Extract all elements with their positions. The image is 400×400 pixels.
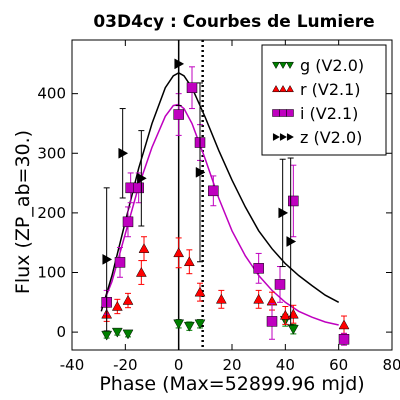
data-point-triangle-up bbox=[173, 247, 185, 258]
chart-title: 03D4cy : Courbes de Lumiere bbox=[93, 12, 374, 32]
data-point-triangle-down bbox=[173, 319, 185, 330]
legend-marker bbox=[272, 133, 281, 141]
legend-marker bbox=[272, 84, 280, 93]
legend-marker bbox=[286, 109, 294, 117]
data-point-triangle-up bbox=[122, 295, 134, 305]
legend-marker bbox=[286, 133, 295, 141]
legend-marker bbox=[279, 109, 287, 117]
data-point-square bbox=[266, 316, 278, 327]
x-tick-label: 20 bbox=[222, 356, 241, 374]
legend-marker bbox=[286, 84, 294, 93]
data-point-triangle-down bbox=[101, 330, 113, 341]
x-tick-label: 0 bbox=[174, 356, 184, 374]
data-point-triangle-up bbox=[215, 293, 227, 304]
data-point-triangle-down bbox=[122, 329, 134, 340]
data-point-triangle-down bbox=[194, 319, 206, 330]
data-point-triangle-right bbox=[195, 166, 206, 178]
y-tick-label: 400 bbox=[37, 85, 66, 103]
data-point-square bbox=[338, 334, 350, 345]
x-tick-label: 60 bbox=[329, 356, 348, 374]
legend-marker bbox=[286, 61, 294, 70]
data-point-triangle-up bbox=[183, 256, 195, 267]
data-point-triangle-right bbox=[137, 172, 147, 184]
data-point-triangle-down bbox=[111, 327, 123, 338]
data-point-square bbox=[173, 109, 184, 120]
data-point-triangle-up bbox=[253, 293, 265, 304]
legend-marker bbox=[279, 84, 287, 93]
data-point-triangle-up bbox=[279, 309, 291, 320]
y-tick-label: 100 bbox=[37, 264, 66, 282]
data-point-triangle-up bbox=[138, 243, 150, 253]
data-point-triangle-down bbox=[287, 324, 299, 335]
data-point-triangle-right bbox=[118, 147, 129, 159]
y-tick-label: 200 bbox=[37, 204, 66, 222]
y-tick-label: 0 bbox=[56, 323, 66, 341]
data-point-triangle-right bbox=[102, 253, 113, 265]
data-point-square bbox=[208, 185, 219, 197]
data-point-square bbox=[122, 216, 134, 228]
legend-marker bbox=[272, 109, 280, 117]
legend-label: r (V2.1) bbox=[300, 80, 361, 99]
legend: g (V2.0) r (V2.1) i (V2.1) z (V2.0) bbox=[261, 44, 387, 156]
x-tick-label: -20 bbox=[113, 356, 138, 374]
data-point-square bbox=[288, 195, 299, 207]
data-point-triangle-right bbox=[286, 236, 297, 247]
plot-contents bbox=[100, 40, 350, 350]
legend-marker bbox=[272, 61, 280, 70]
data-point-square bbox=[253, 263, 264, 274]
data-point-triangle-up bbox=[135, 266, 147, 277]
plot-area: -40 -20 0 20 40 60 80 0 100 200 300 400 bbox=[37, 39, 400, 374]
x-tick-label: 80 bbox=[382, 356, 400, 374]
y-tick-label: 300 bbox=[37, 144, 66, 162]
data-point-square bbox=[114, 257, 126, 268]
legend-label: g (V2.0) bbox=[300, 56, 364, 75]
data-point-triangle-up bbox=[194, 286, 206, 297]
x-tick-label: -40 bbox=[60, 356, 85, 374]
data-point-square bbox=[133, 182, 144, 194]
x-axis-label: Phase (Max=52899.96 mjd) bbox=[99, 373, 364, 395]
data-point-triangle-down bbox=[183, 321, 195, 332]
legend-marker bbox=[279, 61, 287, 70]
x-tick-label: 40 bbox=[276, 356, 295, 374]
fit-curve-1 bbox=[100, 71, 340, 312]
data-point-square bbox=[274, 279, 286, 290]
data-point-square bbox=[186, 82, 198, 93]
data-point-triangle-right bbox=[174, 58, 185, 70]
fit-curve-0 bbox=[100, 103, 339, 326]
legend-label: z (V2.0) bbox=[300, 128, 362, 147]
legend-label: i (V2.1) bbox=[300, 104, 358, 123]
y-axis-label: Flux (ZP_ab=30.) bbox=[12, 130, 34, 294]
legend-marker bbox=[279, 133, 288, 141]
data-point-triangle-up bbox=[111, 300, 123, 311]
data-point-triangle-up bbox=[338, 319, 350, 330]
data-point-triangle-right bbox=[278, 207, 289, 219]
